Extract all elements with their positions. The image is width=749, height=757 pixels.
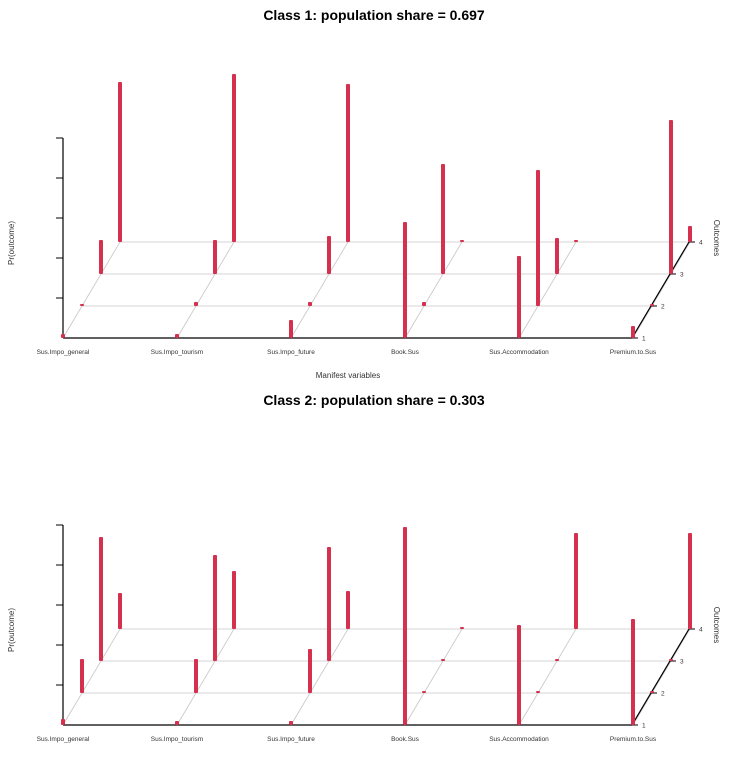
category-depth-line xyxy=(290,628,349,726)
bar xyxy=(536,691,540,693)
category-label: Book.Sus xyxy=(391,349,420,356)
chart-title: Class 2: population share = 0.303 xyxy=(263,392,485,408)
outcomes-axis-label: Outcomes xyxy=(712,220,721,256)
bar xyxy=(289,721,293,725)
category-label: Book.Sus xyxy=(391,736,420,743)
bar xyxy=(80,659,84,693)
category-depth-line xyxy=(632,628,691,726)
category-depth-line xyxy=(62,241,121,339)
x-axis-label: Manifest variables xyxy=(316,371,380,380)
bar xyxy=(688,533,692,629)
outcomes-axis-label: Outcomes xyxy=(712,607,721,643)
category-depth-line xyxy=(62,628,121,726)
bar xyxy=(574,240,578,242)
bar xyxy=(308,649,312,693)
bar xyxy=(422,691,426,693)
category-depth-line xyxy=(518,241,577,339)
bar xyxy=(118,82,122,242)
outcome-tick-label: 2 xyxy=(661,691,665,698)
bar xyxy=(327,236,331,274)
bar xyxy=(688,226,692,242)
bar xyxy=(194,302,198,306)
bar xyxy=(631,326,635,338)
category-label: Sus.Accommodation xyxy=(489,349,549,356)
z-axis-label: Pr(outcome) xyxy=(7,221,16,265)
bar xyxy=(213,240,217,274)
category-depth-line xyxy=(176,241,235,339)
bar xyxy=(61,719,65,725)
category-label: Sus.Impo_tourism xyxy=(151,736,203,743)
outcome-tick-label: 4 xyxy=(699,240,703,247)
bar xyxy=(555,238,559,274)
bar xyxy=(213,555,217,661)
bar xyxy=(80,304,84,306)
bar xyxy=(61,334,65,338)
category-label: Sus.Impo_future xyxy=(267,736,315,743)
category-label: Sus.Impo_general xyxy=(37,736,90,743)
category-depth-line xyxy=(404,241,463,339)
category-depth-line xyxy=(290,241,349,339)
bar xyxy=(346,84,350,242)
category-label: Premium.to.Sus xyxy=(610,349,657,356)
bar xyxy=(346,591,350,629)
bar xyxy=(327,547,331,661)
bar xyxy=(631,619,635,725)
chart-panel-1: Class 1: population share = 0.697 1 2 3 4 Out… xyxy=(7,7,721,380)
category-label: Premium.to.Sus xyxy=(610,736,657,743)
outcome-tick-label: 1 xyxy=(642,336,646,343)
bar xyxy=(517,256,521,338)
bar xyxy=(118,593,122,629)
outcome-tick-label: 2 xyxy=(661,304,665,311)
bar xyxy=(99,537,103,661)
bar xyxy=(460,240,464,242)
category-depth-line xyxy=(632,241,691,339)
bar xyxy=(175,334,179,338)
bar xyxy=(403,222,407,338)
bar xyxy=(441,164,445,274)
bar xyxy=(422,302,426,306)
bar xyxy=(289,320,293,338)
outcome-tick-label: 3 xyxy=(680,659,684,666)
bar xyxy=(175,721,179,725)
chart-panel-2: Class 2: population share = 0.303 1 2 3 4 Out… xyxy=(7,392,721,743)
category-label: Sus.Impo_future xyxy=(267,349,315,356)
category-depth-line xyxy=(404,628,463,726)
bar xyxy=(669,120,673,274)
bar xyxy=(517,625,521,725)
outcome-axis-line xyxy=(631,628,690,726)
bar xyxy=(99,240,103,274)
outcome-axis-line xyxy=(631,241,690,339)
bar xyxy=(536,170,540,306)
bar xyxy=(574,533,578,629)
outcome-tick-label: 4 xyxy=(699,627,703,634)
bar xyxy=(194,659,198,693)
z-axis-label: Pr(outcome) xyxy=(7,608,16,652)
bar xyxy=(441,659,445,661)
outcome-tick-label: 1 xyxy=(642,723,646,730)
bar xyxy=(403,527,407,725)
bar xyxy=(669,659,673,661)
chart-title: Class 1: population share = 0.697 xyxy=(263,7,485,23)
category-label: Sus.Impo_general xyxy=(37,349,90,356)
bar xyxy=(650,304,654,306)
bar xyxy=(460,627,464,629)
bar xyxy=(650,691,654,693)
category-depth-line xyxy=(176,628,235,726)
category-label: Sus.Impo_tourism xyxy=(151,349,203,356)
bar xyxy=(555,659,559,661)
category-label: Sus.Accommodation xyxy=(489,736,549,743)
bar xyxy=(232,74,236,242)
outcome-tick-label: 3 xyxy=(680,272,684,279)
category-depth-line xyxy=(518,628,577,726)
bar xyxy=(232,571,236,629)
bar xyxy=(308,302,312,306)
